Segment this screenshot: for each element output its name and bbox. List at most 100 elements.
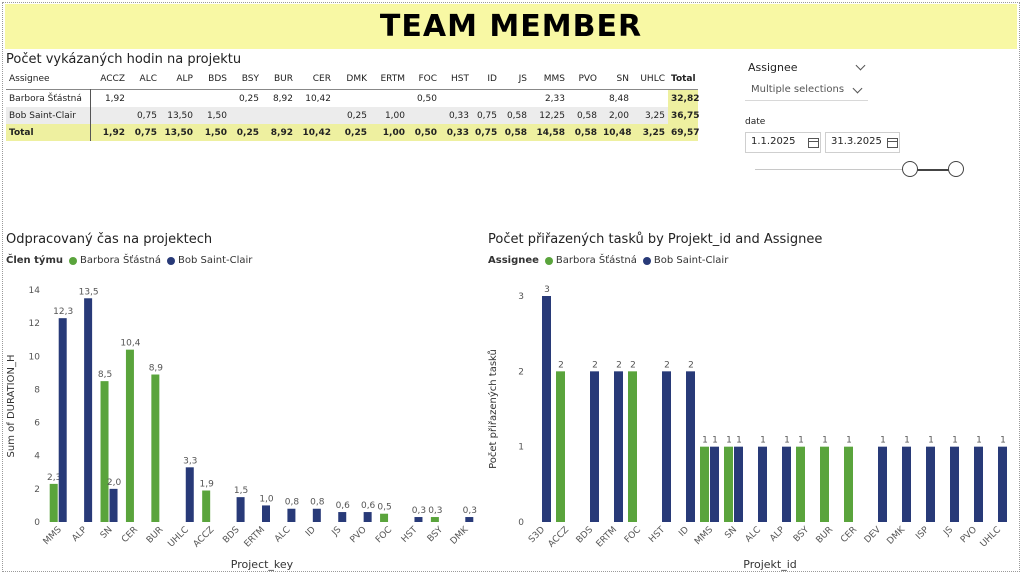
bar-bob[interactable] xyxy=(363,512,372,522)
bar-barbora[interactable] xyxy=(796,446,805,522)
bar-bob[interactable] xyxy=(950,446,959,522)
matrix-header-cell[interactable]: SN xyxy=(616,74,629,84)
matrix-header-cell[interactable]: ALP xyxy=(176,74,193,84)
x-tick-label: CER xyxy=(120,525,140,545)
data-label: 1,0 xyxy=(259,494,274,504)
matrix-header-cell[interactable]: ACCZ xyxy=(100,74,125,84)
matrix-header-cell[interactable]: ALC xyxy=(139,74,157,84)
data-label: 8,9 xyxy=(149,364,164,374)
matrix-header-cell[interactable]: BDS xyxy=(208,74,227,84)
matrix-header-cell[interactable]: CER xyxy=(312,74,331,84)
bar-bob[interactable] xyxy=(287,508,296,522)
chart2-legend-item[interactable]: Barbora Šťástná xyxy=(544,255,637,266)
bar-bob[interactable] xyxy=(998,446,1007,522)
date-slider-start-handle[interactable] xyxy=(902,161,918,177)
date-to-input[interactable]: 31.3.2025 xyxy=(825,132,900,153)
matrix-row[interactable]: Barbora Šťástná 1,92 0,25 8,92 10,42 0,50 2,33… xyxy=(6,89,699,107)
matrix-total-row[interactable]: Total 1,92 0,75 13,50 1,50 0,25 8,92 10,42 0,25 1… xyxy=(6,124,699,141)
bar-bob[interactable] xyxy=(926,446,935,522)
matrix-header-cell[interactable]: BUR xyxy=(273,74,293,84)
matrix-header-cell[interactable]: Total xyxy=(671,74,696,84)
date-slider-track[interactable] xyxy=(755,169,910,170)
matrix-cell: 32,82 xyxy=(668,89,699,107)
x-tick-label: ALP xyxy=(768,525,787,544)
bar-bob[interactable] xyxy=(109,488,118,522)
bar-bob[interactable] xyxy=(974,446,983,522)
bar-bob[interactable] xyxy=(614,371,623,522)
bar-bob[interactable] xyxy=(236,497,245,522)
chart2-legend-item[interactable]: Bob Saint-Clair xyxy=(642,255,728,266)
x-tick-label: MMS xyxy=(42,525,64,547)
matrix-cell xyxy=(568,89,600,107)
chart2-title: Počet přiřazených tasků by Projekt_id an… xyxy=(488,232,823,247)
bar-bob[interactable] xyxy=(185,467,194,522)
bar-barbora[interactable] xyxy=(380,513,389,522)
bar-bob[interactable] xyxy=(58,318,67,522)
bar-barbora[interactable] xyxy=(100,381,109,522)
matrix-header-cell[interactable]: DMK xyxy=(346,74,367,84)
hours-matrix[interactable]: Assignee ACCZ ALC ALP BDS BSY BUR CER DMK ERTM FOC… xyxy=(6,69,699,141)
bar-bob[interactable] xyxy=(338,512,347,522)
x-tick-label: BUR xyxy=(815,525,836,546)
bar-bob[interactable] xyxy=(262,505,270,522)
matrix-cell: 12,25 xyxy=(530,107,568,124)
calendar-icon[interactable] xyxy=(808,138,819,148)
date-slider-end-handle[interactable] xyxy=(948,161,964,177)
matrix-header-cell[interactable]: JS xyxy=(518,74,527,84)
bar-barbora[interactable] xyxy=(49,483,58,522)
chart1-title: Odpracovaný čas na projektech xyxy=(6,232,213,247)
matrix-header-cell[interactable]: HST xyxy=(451,74,469,84)
bar-barbora[interactable] xyxy=(556,371,565,522)
bar-barbora[interactable] xyxy=(151,374,160,522)
chart1-legend-item[interactable]: Bob Saint-Clair xyxy=(166,255,252,266)
y-tick-label: 0 xyxy=(34,518,40,528)
bar-bob[interactable] xyxy=(590,371,599,522)
bar-bob[interactable] xyxy=(686,371,695,522)
bar-bob[interactable] xyxy=(878,446,887,522)
x-tick-label: BDS xyxy=(221,525,242,546)
date-from-input[interactable]: 1.1.2025 xyxy=(745,132,821,153)
matrix-header-cell[interactable]: UHLC xyxy=(640,74,665,84)
bar-bob[interactable] xyxy=(542,296,551,522)
matrix-header-cell[interactable]: BSY xyxy=(241,74,259,84)
x-tick-label: SN xyxy=(99,525,115,541)
matrix-header-assignee[interactable]: Assignee xyxy=(9,74,50,84)
matrix-header-cell[interactable]: MMS xyxy=(543,74,565,84)
bar-barbora[interactable] xyxy=(700,446,709,522)
bar-bob[interactable] xyxy=(312,508,321,522)
bar-barbora[interactable] xyxy=(844,446,853,522)
chart1-legend-item[interactable]: Barbora Šťástná xyxy=(69,255,161,266)
bar-barbora[interactable] xyxy=(628,371,637,522)
bar-bob[interactable] xyxy=(782,446,791,522)
matrix-cell: 0,25 xyxy=(334,107,370,124)
data-label: 1 xyxy=(928,436,934,446)
x-tick-label: ACCZ xyxy=(547,525,572,550)
x-tick-label: FOC xyxy=(374,525,394,545)
bar-barbora[interactable] xyxy=(430,517,439,522)
bar-bob[interactable] xyxy=(734,446,743,522)
bar-barbora[interactable] xyxy=(202,490,211,522)
x-tick-label: ALP xyxy=(70,525,89,544)
x-tick-label: MMS xyxy=(693,525,715,547)
bar-bob[interactable] xyxy=(414,517,423,522)
bar-bob[interactable] xyxy=(758,446,767,522)
bar-barbora[interactable] xyxy=(724,446,733,522)
matrix-header-cell[interactable]: ERTM xyxy=(380,74,405,84)
matrix-header-cell[interactable]: FOC xyxy=(418,74,437,84)
bar-bob[interactable] xyxy=(84,298,93,522)
bar-bob[interactable] xyxy=(902,446,911,522)
matrix-header-cell[interactable]: ID xyxy=(487,74,497,84)
bar-bob[interactable] xyxy=(465,517,474,522)
legend-dot-icon xyxy=(69,256,77,265)
bar-bob[interactable] xyxy=(710,446,719,522)
calendar-icon[interactable] xyxy=(887,138,898,148)
matrix-header-cell[interactable]: PVO xyxy=(578,74,597,84)
matrix-row-label: Total xyxy=(6,124,91,141)
bar-barbora[interactable] xyxy=(820,446,829,522)
bar-bob[interactable] xyxy=(662,371,671,522)
data-label: 2,0 xyxy=(107,478,122,488)
bar-barbora[interactable] xyxy=(125,349,134,522)
assignee-dropdown[interactable]: Multiple selections xyxy=(745,80,868,101)
matrix-row[interactable]: Bob Saint-Clair 0,75 13,50 1,50 0,25 1,00 0,33… xyxy=(6,107,699,124)
